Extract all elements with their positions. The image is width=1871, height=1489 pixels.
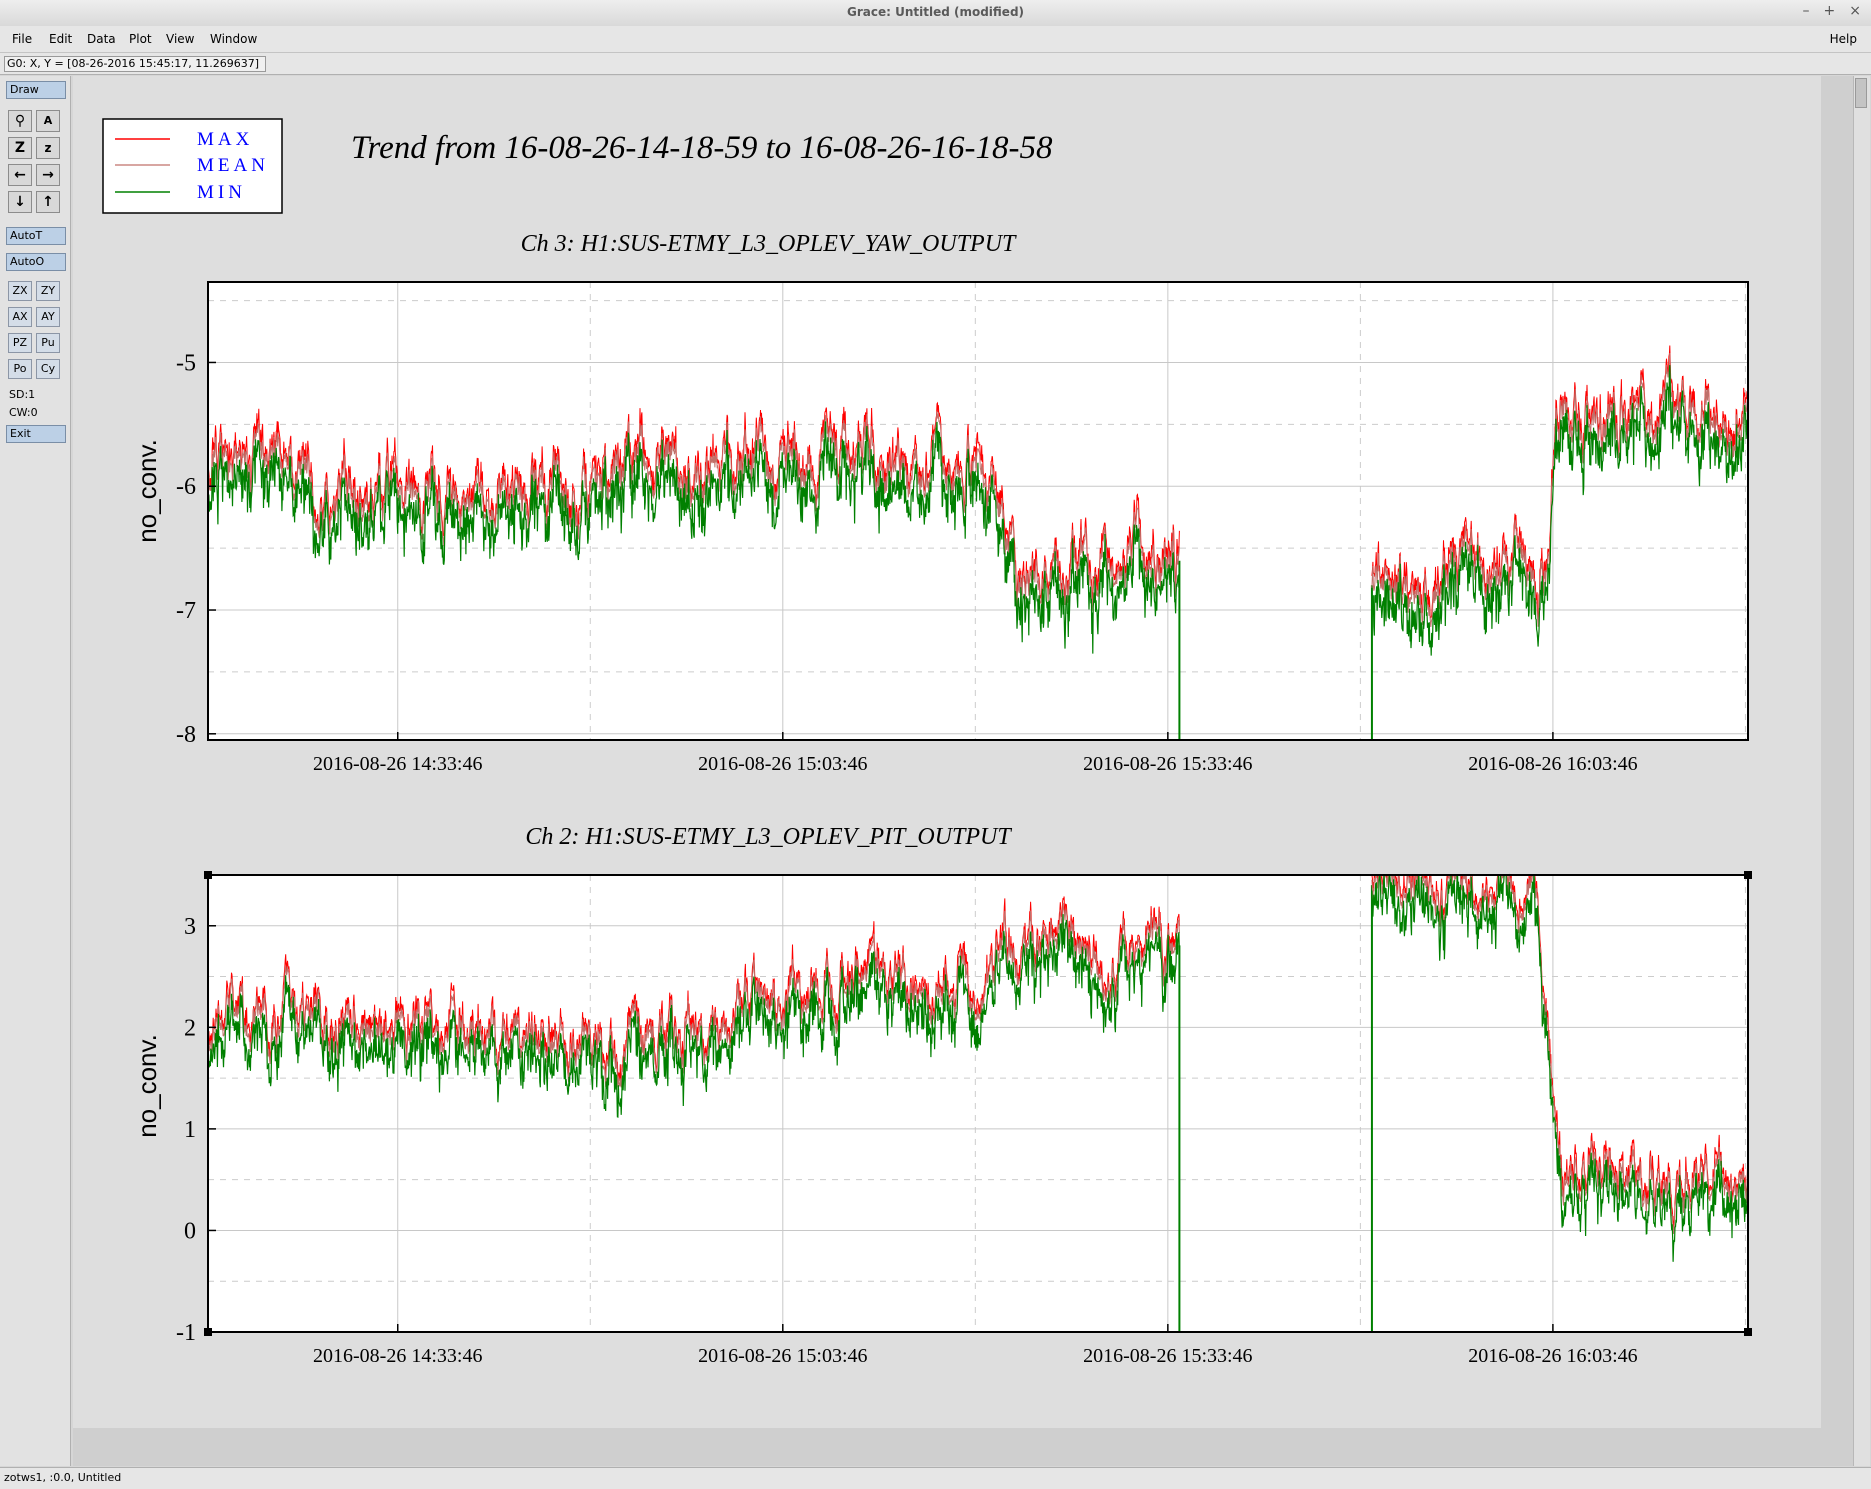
y-tick-label: -7 <box>176 598 196 624</box>
window-titlebar: Grace: Untitled (modified) – + × <box>0 0 1871 27</box>
minimize-button[interactable]: – <box>1802 3 1810 19</box>
legend: MAX MEAN MIN <box>102 118 283 214</box>
y-tick-label: 0 <box>184 1218 196 1244</box>
y-tick-label: -5 <box>176 350 196 376</box>
canvas-area[interactable]: MAX MEAN MIN Trend from 16-08-26-14-18-5… <box>73 76 1853 1466</box>
ay-button[interactable]: AY <box>36 307 60 327</box>
cy-button[interactable]: Cy <box>36 359 60 379</box>
close-button[interactable]: × <box>1849 3 1861 19</box>
current-world-status: CW:0 <box>9 406 38 419</box>
y-tick-label: -1 <box>176 1320 196 1346</box>
autoscale-icon[interactable]: A <box>36 110 60 132</box>
zoom-icon[interactable]: ⚲ <box>8 110 32 132</box>
y-tick-label: -6 <box>176 474 196 500</box>
series-mean <box>207 873 1749 1235</box>
menu-edit[interactable]: Edit <box>49 32 73 46</box>
x-tick-label: 2016-08-26 15:33:46 <box>1083 1345 1252 1367</box>
series-min <box>207 874 1749 1262</box>
zy-button[interactable]: ZY <box>36 281 60 301</box>
plot-canvas[interactable]: MAX MEAN MIN Trend from 16-08-26-14-18-5… <box>73 76 1853 1466</box>
y-tick-label: 3 <box>184 914 196 940</box>
x-tick-label: 2016-08-26 14:33:46 <box>313 753 482 775</box>
menu-file[interactable]: File <box>12 32 33 46</box>
selection-handle <box>204 871 212 879</box>
plot-area <box>208 282 1748 740</box>
chart-yaw-ylabel: no_conv. <box>132 439 162 543</box>
ax-button[interactable]: AX <box>8 307 32 327</box>
y-tick-label: 2 <box>184 1015 196 1041</box>
plot-frame <box>207 874 1749 1333</box>
set-depth-status: SD:1 <box>9 388 36 401</box>
right-arrow-icon[interactable]: → <box>36 164 60 186</box>
x-tick-label: 2016-08-26 14:33:46 <box>313 1345 482 1367</box>
scrollbar-thumb[interactable] <box>1855 78 1867 108</box>
x-tick-label: 2016-08-26 15:03:46 <box>698 1345 867 1367</box>
up-arrow-icon[interactable]: ↑ <box>36 191 60 213</box>
selection-handle <box>204 1328 212 1336</box>
coordinate-readout: G0: X, Y = [08-26-2016 15:45:17, 11.2696… <box>4 56 266 72</box>
x-tick-label: 2016-08-26 15:03:46 <box>698 753 867 775</box>
menu-window[interactable]: Window <box>210 32 258 46</box>
window-title: Grace: Untitled (modified) <box>846 5 1025 19</box>
menubar: File Edit Data Plot View Window Help <box>0 26 1871 53</box>
x-tick-label: 2016-08-26 16:03:46 <box>1468 753 1637 775</box>
status-bar: zotws1, :0.0, Untitled <box>0 1467 1871 1489</box>
chart-pit: 3 2 1 0 -1 2016-08-26 14:33:46 2016-08-26 15:0… <box>176 871 1752 1367</box>
chart-yaw: -5 -6 -7 -8 2016-08-26 14:33:46 2016-08-26 15… <box>176 281 1749 775</box>
plot-area <box>208 875 1748 1332</box>
menu-view[interactable]: View <box>166 32 195 46</box>
selection-handle <box>1744 1328 1752 1336</box>
main-title: Trend from 16-08-26-14-18-59 to 16-08-26… <box>351 130 1053 166</box>
x-tick-label: 2016-08-26 15:33:46 <box>1083 753 1252 775</box>
vertical-scrollbar[interactable] <box>1853 76 1870 1466</box>
chart-yaw-title: Ch 3: H1:SUS-ETMY_L3_OPLEV_YAW_OUTPUT <box>521 231 1017 257</box>
draw-button[interactable]: Draw <box>6 81 66 99</box>
tool-panel: Draw ⚲ A Z z ← → ↓ ↑ AutoT AutoO ZX ZY A… <box>0 76 71 1466</box>
coordinate-bar: G0: X, Y = [08-26-2016 15:45:17, 11.2696… <box>0 53 1871 75</box>
y-tick-label: 1 <box>184 1117 196 1143</box>
chart-pit-ylabel: no_conv. <box>132 1034 162 1138</box>
po-button[interactable]: Po <box>8 359 32 379</box>
zoom-in-icon[interactable]: Z <box>8 137 32 159</box>
series-min <box>207 365 1749 656</box>
menu-plot[interactable]: Plot <box>129 32 152 46</box>
selection-handle <box>1744 871 1752 879</box>
x-tick-label: 2016-08-26 16:03:46 <box>1468 1345 1637 1367</box>
left-arrow-icon[interactable]: ← <box>8 164 32 186</box>
legend-min-label: MIN <box>197 182 246 203</box>
down-arrow-icon[interactable]: ↓ <box>8 191 32 213</box>
legend-mean-label: MEAN <box>197 155 269 176</box>
autoo-button[interactable]: AutoO <box>6 253 66 271</box>
menu-help[interactable]: Help <box>1829 32 1857 46</box>
menu-data[interactable]: Data <box>87 32 116 46</box>
legend-max-label: MAX <box>197 129 253 150</box>
zoom-out-icon[interactable]: z <box>36 137 60 159</box>
autot-button[interactable]: AutoT <box>6 227 66 245</box>
exit-button[interactable]: Exit <box>6 425 66 443</box>
chart-pit-title: Ch 2: H1:SUS-ETMY_L3_OPLEV_PIT_OUTPUT <box>525 824 1012 850</box>
status-text: zotws1, :0.0, Untitled <box>4 1471 122 1484</box>
pu-button[interactable]: Pu <box>36 333 60 353</box>
maximize-button[interactable]: + <box>1823 3 1836 19</box>
y-tick-label: -8 <box>176 722 196 748</box>
zx-button[interactable]: ZX <box>8 281 32 301</box>
plot-frame <box>207 281 1749 741</box>
pz-button[interactable]: PZ <box>8 333 32 353</box>
